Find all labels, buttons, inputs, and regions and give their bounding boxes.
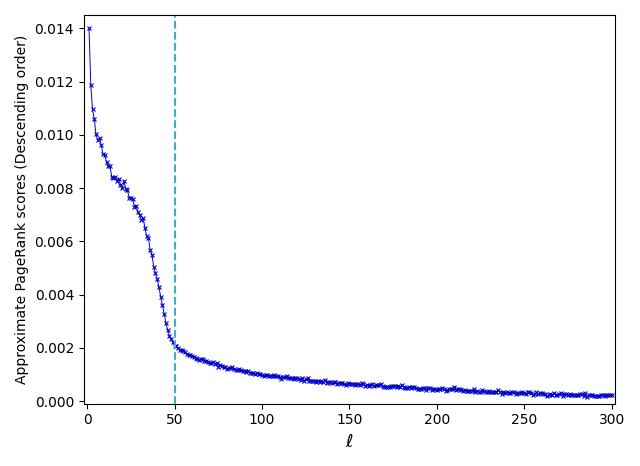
Y-axis label: Approximate PageRank scores (Descending order): Approximate PageRank scores (Descending … — [15, 35, 29, 384]
X-axis label: $\ell$: $\ell$ — [345, 433, 354, 451]
